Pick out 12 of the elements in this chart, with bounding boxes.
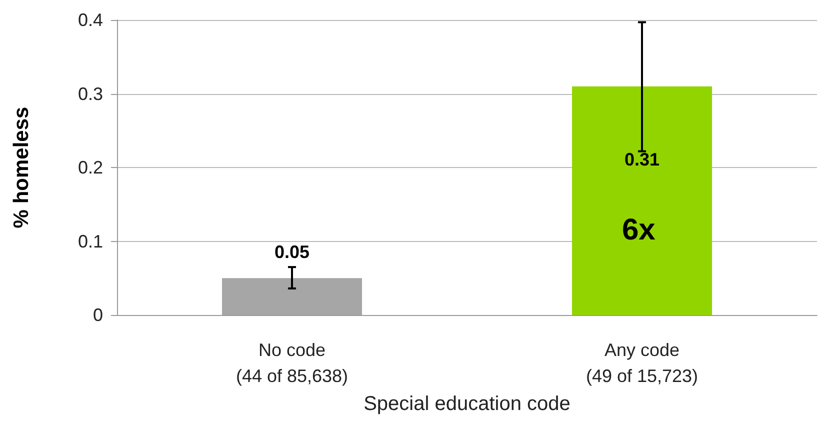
y-tick-label: 0.4 bbox=[78, 10, 103, 30]
annotation: 6x bbox=[622, 214, 656, 246]
y-tick-label: 0.1 bbox=[78, 231, 103, 252]
x-axis-title: Special education code bbox=[364, 392, 570, 415]
y-tick-label: 0 bbox=[92, 305, 103, 325]
y-axis-title: % homeless bbox=[10, 106, 33, 228]
y-tick-label: 0.3 bbox=[78, 84, 103, 104]
x-tick-label: Any code (49 of 15,723) bbox=[586, 340, 698, 386]
y-tick-label: 0.2 bbox=[78, 158, 103, 178]
x-tick-label: No code (44 of 85,638) bbox=[236, 340, 348, 386]
data-label: 0.05 bbox=[274, 242, 310, 262]
data-label: 0.31 bbox=[624, 149, 660, 170]
